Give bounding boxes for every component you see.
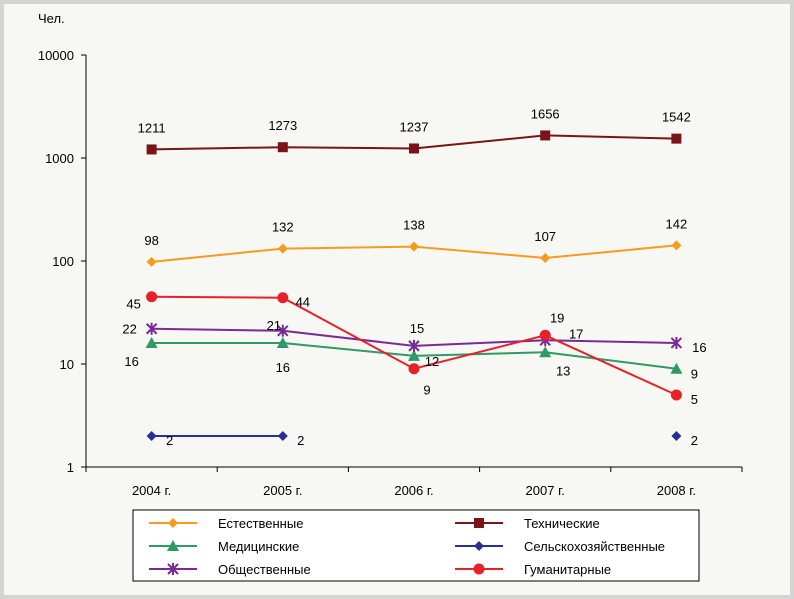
x-tick-label: 2006 г.: [394, 483, 433, 498]
data-point: [276, 336, 289, 348]
x-tick-label: 2004 г.: [132, 483, 171, 498]
data-point: [539, 329, 551, 341]
data-label: 13: [556, 363, 570, 378]
data-label: 142: [666, 216, 688, 231]
x-tick-label: 2005 г.: [263, 483, 302, 498]
data-label: 1542: [662, 110, 691, 125]
data-label: 2: [166, 433, 173, 448]
legend-item-obshchestvennye: Общественные: [149, 562, 311, 577]
series-group: [145, 130, 683, 441]
data-point: [146, 430, 157, 441]
data-point: [671, 240, 682, 251]
data-label: 22: [122, 322, 136, 337]
data-label: 1656: [531, 106, 560, 121]
x-tick-label: 2007 г.: [526, 483, 565, 498]
legend-label: Сельскохозяйственные: [524, 539, 665, 554]
y-tick-label: 1000: [45, 151, 74, 166]
data-label: 16: [276, 360, 290, 375]
data-label: 5: [691, 392, 698, 407]
data-point: [146, 256, 157, 267]
legend-item-tehnicheskie: Технические: [455, 516, 600, 531]
data-label: 9: [691, 367, 698, 382]
x-tick-label: 2008 г.: [657, 483, 696, 498]
legend-label: Технические: [524, 516, 600, 531]
data-point: [409, 143, 419, 154]
data-point: [671, 430, 682, 441]
data-point: [277, 142, 288, 153]
y-tick-label: 1: [67, 460, 74, 475]
data-label: 1211: [138, 120, 166, 135]
data-label: 16: [692, 340, 706, 355]
data-label: 1273: [268, 118, 297, 133]
x-ticks: 2004 г. 2005 г. 2006 г. 2007 г. 2008 г.: [85, 467, 743, 498]
series-estestvennye: [146, 240, 682, 267]
legend-item-selskohozyaystvennye: Сельскохозяйственные: [455, 539, 665, 554]
data-point: [671, 133, 682, 144]
legend-label: Общественные: [218, 562, 311, 577]
data-label: 2: [297, 433, 304, 448]
data-label: 132: [272, 220, 294, 235]
data-point: [670, 362, 683, 374]
data-point: [277, 430, 288, 441]
data-point: [539, 346, 552, 358]
data-label: 138: [403, 218, 425, 233]
data-label: 21: [267, 318, 281, 333]
legend-item-medicinskie: Медицинские: [149, 539, 299, 554]
y-tick-label: 10: [60, 357, 74, 372]
legend-label: Гуманитарные: [524, 562, 611, 577]
data-point: [146, 291, 158, 303]
legend-item-estestvennye: Естественные: [149, 516, 303, 531]
data-label: 1237: [400, 119, 429, 134]
y-axis-label: Чел.: [38, 11, 65, 26]
legend-label: Медицинские: [218, 539, 299, 554]
y-tick-label: 10000: [38, 48, 74, 63]
series-medicinskie: [145, 336, 683, 374]
data-point: [168, 518, 178, 528]
data-label: 44: [296, 295, 310, 310]
data-point: [277, 243, 288, 254]
data-point: [408, 349, 420, 361]
data-point: [408, 339, 420, 352]
series-selskohozyaystvennye: [146, 430, 682, 441]
data-point: [670, 336, 683, 349]
data-label: 19: [550, 310, 564, 325]
data-label: 45: [126, 297, 140, 312]
data-point: [167, 563, 179, 575]
data-point: [540, 252, 551, 263]
data-label: 15: [410, 321, 424, 336]
data-label: 9: [423, 383, 430, 398]
data-label: 12: [425, 354, 439, 369]
data-point: [473, 563, 485, 575]
legend-box: [132, 509, 700, 582]
data-point: [474, 541, 484, 551]
data-point: [408, 363, 420, 375]
y-tick-label: 100: [52, 254, 74, 269]
data-point: [277, 324, 289, 337]
data-label: 2: [691, 433, 698, 448]
series-tehnicheskie: [146, 130, 682, 155]
data-point: [409, 241, 419, 252]
data-point: [167, 540, 179, 551]
data-point: [145, 322, 158, 335]
legend-label: Естественные: [218, 516, 303, 531]
data-point: [146, 144, 157, 155]
data-point: [474, 518, 484, 528]
y-ticks: 1 10 100 1000 10000: [38, 48, 86, 475]
data-label: 98: [144, 233, 158, 248]
data-point: [145, 336, 158, 348]
data-point: [277, 292, 289, 304]
data-point: [540, 130, 551, 141]
data-point: [670, 389, 682, 401]
data-label: 17: [569, 326, 583, 341]
legend: Естественные Технические Медицинские Сельск…: [132, 509, 700, 582]
legend-item-gumanitarnye: Гуманитарные: [455, 562, 611, 577]
series-gumanitarnye: [146, 291, 682, 401]
data-label: 16: [124, 354, 138, 369]
data-label: 107: [534, 229, 556, 244]
